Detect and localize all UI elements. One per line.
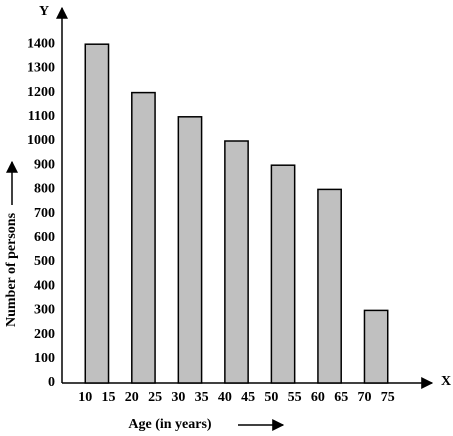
x-tick-label: 75 [381,390,395,405]
x-tick-label: 70 [357,390,371,405]
y-tick-label: 100 [34,351,55,366]
y-tick-label: 1200 [27,85,55,100]
x-tick-label: 65 [334,390,348,405]
bar [224,140,249,384]
y-tick-label: 0 [48,375,55,390]
y-axis-letter: Y [39,4,49,19]
bar [84,43,110,384]
y-tick-label: 900 [34,157,55,172]
y-tick-label: 400 [34,278,55,293]
x-tick-label: 60 [311,390,325,405]
x-tick-label: 30 [171,390,185,405]
y-tick-label: 800 [34,182,55,197]
y-tick-label: 1100 [28,109,55,124]
x-tick-label: 40 [218,390,232,405]
x-axis-label: Age (in years) [128,417,212,432]
bar [363,309,389,384]
x-tick-label: 10 [78,390,92,405]
x-tick-label: 45 [241,390,255,405]
x-tick-label: 35 [195,390,209,405]
bar [270,164,296,384]
x-axis-letter: X [441,374,451,389]
x-tick-label: 50 [264,390,278,405]
bar [317,188,342,384]
y-tick-label: 600 [34,230,55,245]
bar [131,91,156,384]
y-tick-label: 500 [34,254,55,269]
x-tick-label: 20 [125,390,139,405]
y-tick-label: 1000 [27,133,55,148]
y-tick-label: 1300 [27,61,55,76]
y-tick-label: 200 [34,327,55,342]
x-tick-label: 25 [148,390,162,405]
x-tick-label: 55 [288,390,302,405]
y-tick-label: 300 [34,303,55,318]
y-tick-label: 700 [34,206,55,221]
y-tick-label: 1400 [27,36,55,51]
bar [177,116,203,384]
x-tick-label: 15 [102,390,116,405]
y-axis-label: Number of persons [4,212,19,327]
